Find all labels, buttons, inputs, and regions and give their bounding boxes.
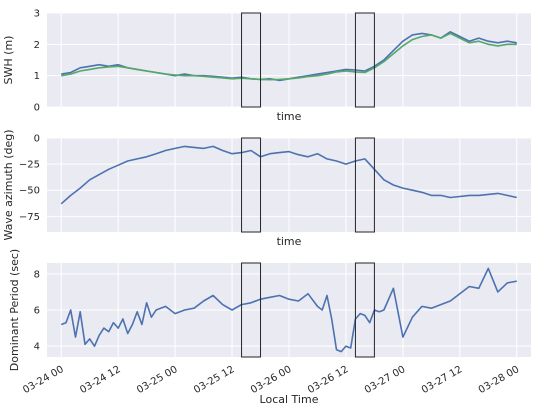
y-tick-label: −75 (19, 212, 40, 223)
y-tick-label: 0 (34, 103, 40, 114)
highlight-window (241, 12, 262, 108)
series-line (60, 267, 517, 353)
y-axis-label: Dominant Period (sec) (8, 249, 21, 371)
y-tick-label: 3 (34, 9, 40, 20)
y-axis-label: Wave azimuth (deg) (2, 129, 15, 240)
wave-azimuth-panel: 0 −25 −50 −75 time Wave azimuth (deg) (2, 129, 531, 248)
x-axis-label: time (277, 235, 302, 248)
x-tick-label: 03-26 00 (249, 364, 293, 396)
series-line (61, 32, 517, 81)
y-tick-label: 6 (34, 306, 40, 317)
highlight-window (354, 12, 375, 108)
x-tick-label: 03-24 12 (78, 364, 122, 396)
x-tick-label: 03-26 12 (306, 364, 350, 396)
highlight-window (241, 262, 262, 358)
x-tick-label: 03-25 00 (135, 364, 179, 396)
y-tick-label: −50 (19, 186, 40, 197)
y-tick-label: 8 (34, 269, 40, 280)
y-tick-label: 0 (34, 134, 40, 145)
y-tick-label: −25 (19, 160, 40, 171)
x-tick-label: 03-27 00 (363, 364, 407, 396)
series-line (60, 145, 517, 205)
y-tick-label: 4 (34, 342, 40, 353)
x-tick-label: 03-27 12 (420, 364, 464, 396)
x-tick-label: 03-25 12 (192, 364, 236, 396)
x-axis-label: Local Time (260, 393, 319, 406)
y-axis-label: SWH (m) (2, 36, 15, 85)
x-tick-label: 03-28 00 (477, 364, 521, 396)
highlight-window (354, 137, 375, 233)
highlight-window (241, 137, 262, 233)
x-tick-label: 03-24 00 (21, 364, 65, 396)
x-axis-label: time (277, 110, 302, 123)
y-tick-label: 1 (34, 71, 40, 82)
y-tick-label: 2 (34, 40, 40, 51)
highlight-window (354, 262, 375, 358)
swh-panel: 0 1 2 3 time SWH (m) (2, 9, 531, 123)
